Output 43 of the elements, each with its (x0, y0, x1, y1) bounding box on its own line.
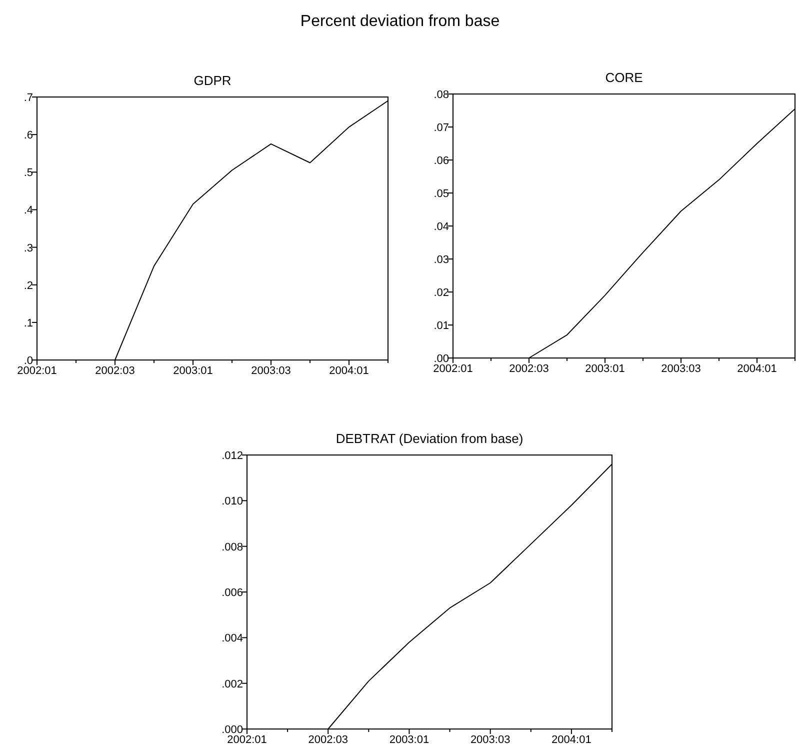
y-tick-label: .0 (24, 355, 33, 367)
y-tick-label: .05 (434, 188, 449, 200)
text: Percent deviation from base (300, 13, 500, 30)
y-tick-label: .1 (24, 317, 33, 330)
y-tick-label: .7 (24, 92, 33, 104)
y-tick-label: .06 (434, 155, 449, 167)
y-tick-label: .010 (222, 496, 243, 508)
y-tick-label: .03 (434, 254, 449, 266)
y-tick-label: .04 (434, 221, 449, 233)
y-tick-label: .2 (24, 280, 33, 292)
chart-title: CORE (605, 70, 644, 85)
y-tick-label: .004 (222, 632, 243, 645)
x-tick-label: 2002:01 (17, 365, 57, 377)
x-tick-label: 2004:01 (329, 365, 369, 377)
y-tick-label: .008 (222, 541, 243, 554)
chart-title: DEBTRAT (Deviation from base) (336, 431, 524, 446)
y-tick-label: .012 (222, 450, 243, 462)
y-tick-label: .07 (434, 122, 449, 134)
y-tick-label: .08 (434, 89, 449, 101)
x-tick-label: 2002:01 (433, 363, 473, 375)
x-tick-label: 2002:01 (227, 734, 267, 746)
y-tick-label: .000 (222, 724, 243, 736)
y-tick-label: .02 (434, 287, 449, 299)
y-tick-label: .01 (434, 320, 449, 332)
x-tick-label: 2003:01 (585, 363, 625, 375)
y-tick-label: .00 (434, 353, 449, 365)
y-tick-label: .006 (222, 587, 243, 599)
x-tick-label: 2004:01 (552, 734, 592, 746)
x-tick-label: 2002:03 (509, 363, 549, 375)
x-tick-label: 2003:03 (661, 363, 701, 375)
x-tick-label: 2003:03 (251, 365, 291, 377)
x-tick-label: 2002:03 (308, 734, 348, 746)
y-tick-label: .4 (24, 204, 33, 217)
chart-title: GDPR (194, 73, 232, 88)
y-tick-label: .6 (24, 130, 33, 142)
x-tick-label: 2003:03 (470, 734, 510, 746)
y-tick-label: .5 (24, 167, 33, 180)
x-tick-label: 2003:01 (173, 365, 213, 377)
y-tick-label: .3 (24, 242, 33, 254)
x-tick-label: 2003:01 (389, 734, 430, 746)
x-tick-label: 2002:03 (95, 365, 135, 377)
y-tick-label: .002 (222, 678, 243, 690)
x-tick-label: 2004:01 (737, 363, 777, 375)
